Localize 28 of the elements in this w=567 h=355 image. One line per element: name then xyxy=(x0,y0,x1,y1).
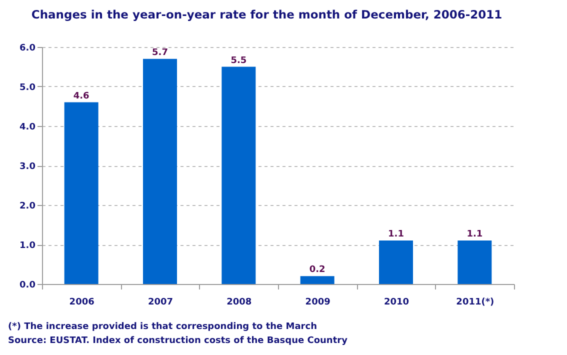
data-label: 0.2 xyxy=(309,265,326,276)
x-tick-label: 2008 xyxy=(226,298,252,308)
source-note: Source: EUSTAT. Index of construction costs of the Basque Country xyxy=(8,335,348,348)
y-tick-label: 6.0 xyxy=(20,44,36,54)
y-tick-label: 1.0 xyxy=(20,241,36,251)
x-tick-label: 2006 xyxy=(69,298,94,308)
bar xyxy=(300,276,334,284)
bar xyxy=(379,240,413,284)
x-tick-label: 2011(*) xyxy=(456,298,494,308)
x-tick-label: 2010 xyxy=(384,298,410,308)
data-label: 1.1 xyxy=(388,230,404,240)
y-tick-label: 3.0 xyxy=(20,162,36,172)
data-label: 5.5 xyxy=(230,56,247,66)
bar xyxy=(458,240,492,284)
chart-title: Changes in the year-on-year rate for the month of December, 2006-2011 xyxy=(31,8,502,22)
y-tick-label: 4.0 xyxy=(20,122,36,132)
data-label: 4.6 xyxy=(73,91,90,102)
y-tick-label: 0.0 xyxy=(20,280,36,290)
bar xyxy=(64,102,98,284)
data-label: 5.7 xyxy=(152,48,168,58)
text: (*) The increase provided is that corresponding to the March xyxy=(8,321,318,334)
x-tick-label: 2007 xyxy=(148,298,174,308)
bar xyxy=(222,66,256,284)
y-tick-label: 2.0 xyxy=(20,202,36,212)
data-label: 1.1 xyxy=(466,230,483,240)
x-tick-label: 2009 xyxy=(305,298,330,308)
bar xyxy=(143,58,177,284)
y-tick-label: 5.0 xyxy=(20,83,36,93)
